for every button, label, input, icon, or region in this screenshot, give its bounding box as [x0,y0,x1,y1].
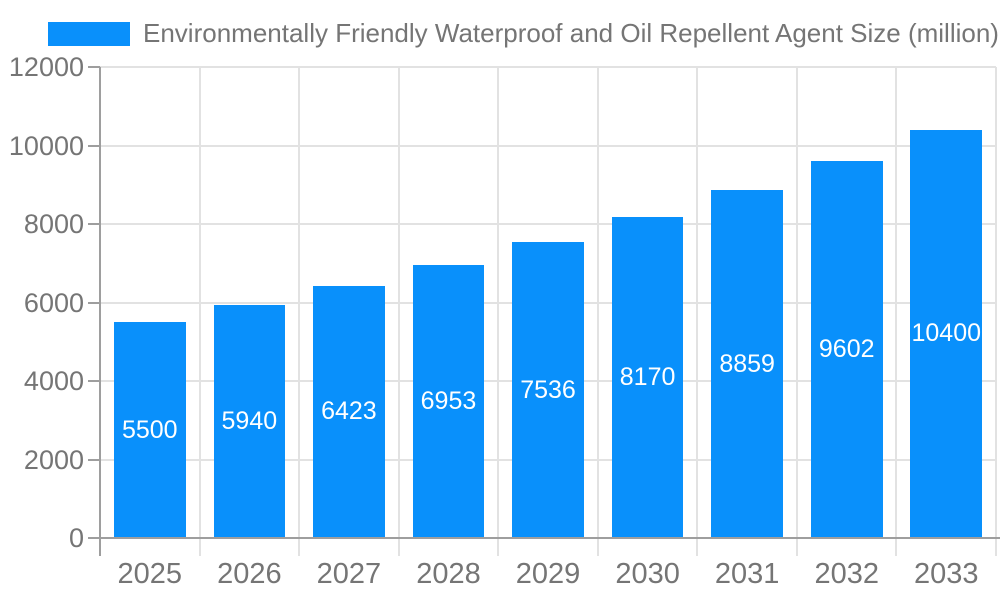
bar-value-label: 5940 [221,406,278,435]
x-gridline [995,67,997,538]
bar-group-2032: 9602 [797,67,897,538]
bar-2028: 6953 [412,265,485,538]
plot-area: 5500 5940 6423 6953 7536 8170 8859 9602 10400 [100,66,997,538]
bar-value-label: 5500 [121,415,178,444]
x-gridline [596,67,599,538]
bar-2030: 8170 [611,217,684,538]
y-gridline [100,66,996,68]
x-tick-label: 2025 [117,558,183,590]
y-gridline [100,144,996,147]
y-tick-label: 4000 [23,366,84,396]
x-axis-labels: 2025 2026 2027 2028 2029 2030 2031 2032 2033 [100,559,996,589]
bar-group-2029: 7536 [498,67,598,538]
bar-2026: 5940 [213,304,286,538]
x-gridline [497,67,500,538]
bar-group-2033: 10400 [897,67,997,538]
bar-value-label: 10400 [911,319,982,348]
bar-group-2031: 8859 [697,67,797,538]
x-tick-mark [696,539,699,556]
y-tick-label: 10000 [8,130,84,161]
x-tick-mark [497,539,500,556]
x-tick-label: 2031 [714,558,780,590]
x-tick-label: 2033 [914,558,979,590]
x-tick-label: 2028 [416,558,481,590]
bar-2027: 6423 [313,285,385,538]
y-tick-mark [88,223,100,225]
bar-value-label: 9602 [818,335,875,364]
bar-group-2028: 6953 [399,67,499,538]
y-tick-mark [88,66,100,68]
x-tick-label: 2030 [615,558,680,590]
x-tick-label: 2026 [217,558,282,590]
bar-group-2025: 5500 [100,67,200,538]
bar-2025: 5500 [113,322,186,538]
legend-label: Environmentally Friendly Waterproof and … [143,18,999,48]
bar-group-2027: 6423 [299,67,399,538]
bar-2032: 9602 [810,161,883,538]
x-tick-mark [795,539,798,556]
bar-2031: 8859 [711,190,783,538]
bar-2029: 7536 [512,242,584,538]
y-tick-label: 0 [68,523,84,553]
y-tick-label: 6000 [23,287,84,318]
legend: Environmentally Friendly Waterproof and … [48,18,999,49]
x-tick-mark [298,539,301,556]
bar-value-label: 6953 [420,387,477,416]
y-tick-label: 8000 [23,209,84,239]
bar-value-label: 8170 [619,363,676,392]
y-tick-mark [88,380,100,382]
x-gridline [895,67,898,538]
y-tick-label: 12000 [8,52,84,82]
bar-group-2026: 5940 [200,67,300,538]
bar-2033: 10400 [910,129,983,538]
x-tick-mark [397,539,400,556]
y-tick-mark [88,301,100,304]
legend-swatch [48,21,130,46]
bars-container: 5500 5940 6423 6953 7536 8170 8859 9602 10400 [100,67,996,538]
x-gridline [397,67,400,538]
x-gridline [198,67,201,538]
bar-value-label: 6423 [321,397,377,426]
y-tick-mark [88,144,100,147]
y-tick-label: 2000 [23,444,84,475]
y-tick-mark [88,458,100,461]
x-gridline [298,67,301,538]
x-tick-mark [895,539,898,556]
y-axis-line [99,67,101,556]
x-tick-mark [198,539,201,556]
y-gridline [100,223,996,225]
x-tick-label: 2032 [814,558,879,590]
x-tick-mark [596,539,599,556]
bar-group-2030: 8170 [598,67,698,538]
x-tick-mark [995,539,997,556]
bar-value-label: 7536 [520,375,576,404]
x-axis-line [88,537,1000,539]
bar-value-label: 8859 [719,349,775,378]
x-tick-label: 2027 [316,558,382,590]
x-gridline [795,67,798,538]
x-tick-label: 2029 [515,558,581,590]
x-gridline [696,67,699,538]
